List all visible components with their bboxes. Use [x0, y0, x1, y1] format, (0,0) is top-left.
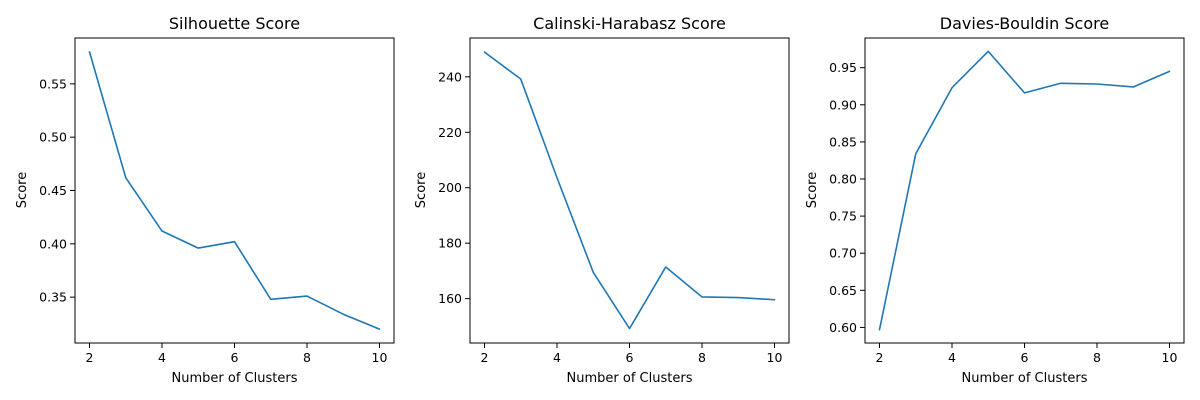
x-tick-label: 6: [231, 350, 239, 365]
chart-title: Silhouette Score: [169, 14, 300, 33]
y-tick-label: 0.40: [39, 236, 67, 251]
x-axis-label: Number of Clusters: [172, 371, 298, 386]
y-tick-label: 180: [438, 236, 462, 251]
y-axis-label: Score: [805, 172, 820, 208]
y-tick-label: 0.75: [829, 209, 857, 224]
x-tick-label: 6: [1021, 350, 1029, 365]
x-tick-label: 4: [553, 350, 561, 365]
y-tick-label: 0.50: [39, 130, 67, 145]
y-axis-label: Score: [15, 172, 30, 208]
x-tick-label: 8: [1093, 350, 1101, 365]
x-tick-label: 10: [767, 350, 783, 365]
x-tick-label: 4: [158, 350, 166, 365]
y-tick-label: 220: [438, 125, 462, 140]
x-tick-label: 2: [876, 350, 884, 365]
y-tick-label: 0.70: [829, 246, 857, 261]
x-tick-label: 6: [626, 350, 634, 365]
y-tick-label: 160: [438, 291, 462, 306]
y-tick-label: 0.45: [39, 183, 67, 198]
y-tick-label: 0.65: [829, 283, 857, 298]
chart-title: Davies-Bouldin Score: [940, 14, 1109, 33]
y-tick-label: 0.60: [829, 320, 857, 335]
x-axis-label: Number of Clusters: [567, 371, 693, 386]
y-axis-label: Score: [414, 172, 429, 208]
x-tick-label: 10: [1162, 350, 1178, 365]
x-tick-label: 2: [481, 350, 489, 365]
y-tick-label: 0.55: [39, 76, 67, 91]
x-tick-label: 4: [948, 350, 956, 365]
x-axis-label: Number of Clusters: [962, 371, 1088, 386]
y-tick-label: 0.35: [39, 290, 67, 305]
y-tick-label: 0.90: [829, 97, 857, 112]
y-tick-label: 0.80: [829, 171, 857, 186]
chart-title: Calinski-Harabasz Score: [533, 14, 726, 33]
y-tick-label: 240: [438, 69, 462, 84]
y-tick-label: 0.85: [829, 134, 857, 149]
x-tick-label: 8: [303, 350, 311, 365]
y-tick-label: 0.95: [829, 60, 857, 75]
y-tick-label: 200: [438, 180, 462, 195]
x-tick-label: 8: [698, 350, 706, 365]
x-tick-label: 10: [372, 350, 388, 365]
x-tick-label: 2: [86, 350, 94, 365]
